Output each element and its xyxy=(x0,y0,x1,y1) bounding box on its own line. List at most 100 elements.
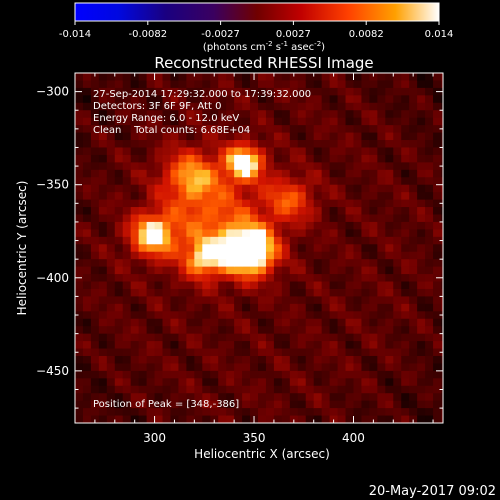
heatmap-cell xyxy=(401,207,410,215)
heatmap-cell xyxy=(194,125,203,134)
heatmap-cell xyxy=(409,296,418,305)
heatmap-cell xyxy=(409,385,418,394)
heatmap-cell xyxy=(361,95,370,104)
heatmap-cell xyxy=(242,281,251,290)
heatmap-cell xyxy=(218,140,227,148)
heatmap-cell xyxy=(178,296,187,305)
heatmap-cell xyxy=(377,378,386,387)
heatmap-cell xyxy=(273,274,283,283)
heatmap-cell xyxy=(281,251,291,260)
heatmap-cell xyxy=(202,244,211,253)
heatmap-cell xyxy=(202,288,211,297)
heatmap-cell xyxy=(226,229,235,238)
heatmap-cell xyxy=(90,326,100,335)
heatmap-cell xyxy=(425,370,434,379)
heatmap-cell xyxy=(265,341,275,350)
heatmap-cell xyxy=(98,408,108,417)
heatmap-cell xyxy=(75,341,84,350)
heatmap-cell xyxy=(138,80,148,89)
heatmap-cell xyxy=(75,318,84,327)
heatmap-cell xyxy=(281,333,291,342)
heatmap-cell xyxy=(154,378,164,387)
heatmap-cell xyxy=(361,385,370,394)
heatmap-cell xyxy=(417,214,426,223)
heatmap-cell xyxy=(337,221,347,230)
heatmap-cell xyxy=(75,408,84,417)
heatmap-cell xyxy=(210,162,219,171)
heatmap-cell xyxy=(369,341,378,350)
heatmap-cell xyxy=(369,281,378,290)
heatmap-cell xyxy=(321,102,331,111)
heatmap-cell xyxy=(250,184,259,193)
heatmap-cell xyxy=(329,214,339,223)
heatmap-cell xyxy=(313,95,323,104)
heatmap-cell xyxy=(297,154,307,163)
heatmap-cell xyxy=(321,244,331,253)
heatmap-cell xyxy=(114,326,124,335)
heatmap-cell xyxy=(353,408,362,417)
heatmap-cell xyxy=(106,80,116,89)
heatmap-cell xyxy=(75,214,84,223)
heatmap-cell xyxy=(377,147,386,156)
heatmap-cell xyxy=(202,192,211,201)
heatmap-cell xyxy=(146,341,156,350)
heatmap-cell xyxy=(337,281,347,290)
heatmap-cell xyxy=(250,177,259,186)
plot-area: 300 350 400−300−350−400−450 xyxy=(36,72,444,445)
heatmap-cell xyxy=(433,385,442,394)
heatmap-cell xyxy=(369,132,378,141)
heatmap-cell xyxy=(433,244,442,253)
heatmap-cell xyxy=(154,415,164,423)
heatmap-cell xyxy=(122,132,132,141)
heatmap-cell xyxy=(194,110,203,119)
heatmap-cell xyxy=(75,199,84,208)
heatmap-cell xyxy=(226,274,235,283)
heatmap-cell xyxy=(154,251,164,260)
heatmap-cell xyxy=(122,288,132,297)
heatmap-cell xyxy=(98,184,108,193)
heatmap-cell xyxy=(297,199,307,208)
heatmap-cell xyxy=(401,348,410,357)
heatmap-cell xyxy=(258,147,267,156)
heatmap-cell xyxy=(409,199,418,208)
heatmap-cell xyxy=(385,251,394,260)
heatmap-cell xyxy=(98,415,108,423)
heatmap-cell xyxy=(170,288,179,297)
plot-frame xyxy=(74,72,444,424)
heatmap-cell xyxy=(210,132,219,141)
heatmap-cell xyxy=(313,132,323,141)
heatmap-cell xyxy=(210,326,219,335)
heatmap-cell xyxy=(377,117,386,126)
heatmap-cell xyxy=(409,288,418,297)
heatmap-cell xyxy=(122,110,132,119)
heatmap-cell xyxy=(281,400,291,409)
heatmap-cell xyxy=(194,140,203,148)
heatmap-cell xyxy=(186,95,195,104)
heatmap-cell xyxy=(130,95,140,104)
heatmap-cell xyxy=(409,147,418,156)
heatmap-cell xyxy=(234,192,243,201)
heatmap-cell xyxy=(433,110,442,119)
heatmap-cell xyxy=(194,162,203,171)
heatmap-cell xyxy=(90,95,100,104)
heatmap-cell xyxy=(154,132,164,141)
heatmap-cell xyxy=(82,214,92,223)
heatmap-cell xyxy=(401,363,410,372)
heatmap-cell xyxy=(409,184,418,193)
heatmap-cell xyxy=(385,132,394,141)
heatmap-cell xyxy=(194,266,203,275)
heatmap-cell xyxy=(441,251,443,260)
heatmap-cell xyxy=(186,192,195,201)
heatmap-cell xyxy=(345,288,354,297)
heatmap-cell xyxy=(146,125,156,134)
heatmap-cell xyxy=(130,140,140,148)
heatmap-cell xyxy=(114,266,124,275)
heatmap-cell xyxy=(138,154,148,163)
heatmap-cell xyxy=(345,259,354,268)
heatmap-cell xyxy=(186,244,195,253)
heatmap-cell xyxy=(242,378,251,387)
heatmap-cell xyxy=(114,147,124,156)
heatmap-cell xyxy=(90,274,100,283)
heatmap-cell xyxy=(170,415,179,423)
heatmap-cell xyxy=(425,415,434,423)
